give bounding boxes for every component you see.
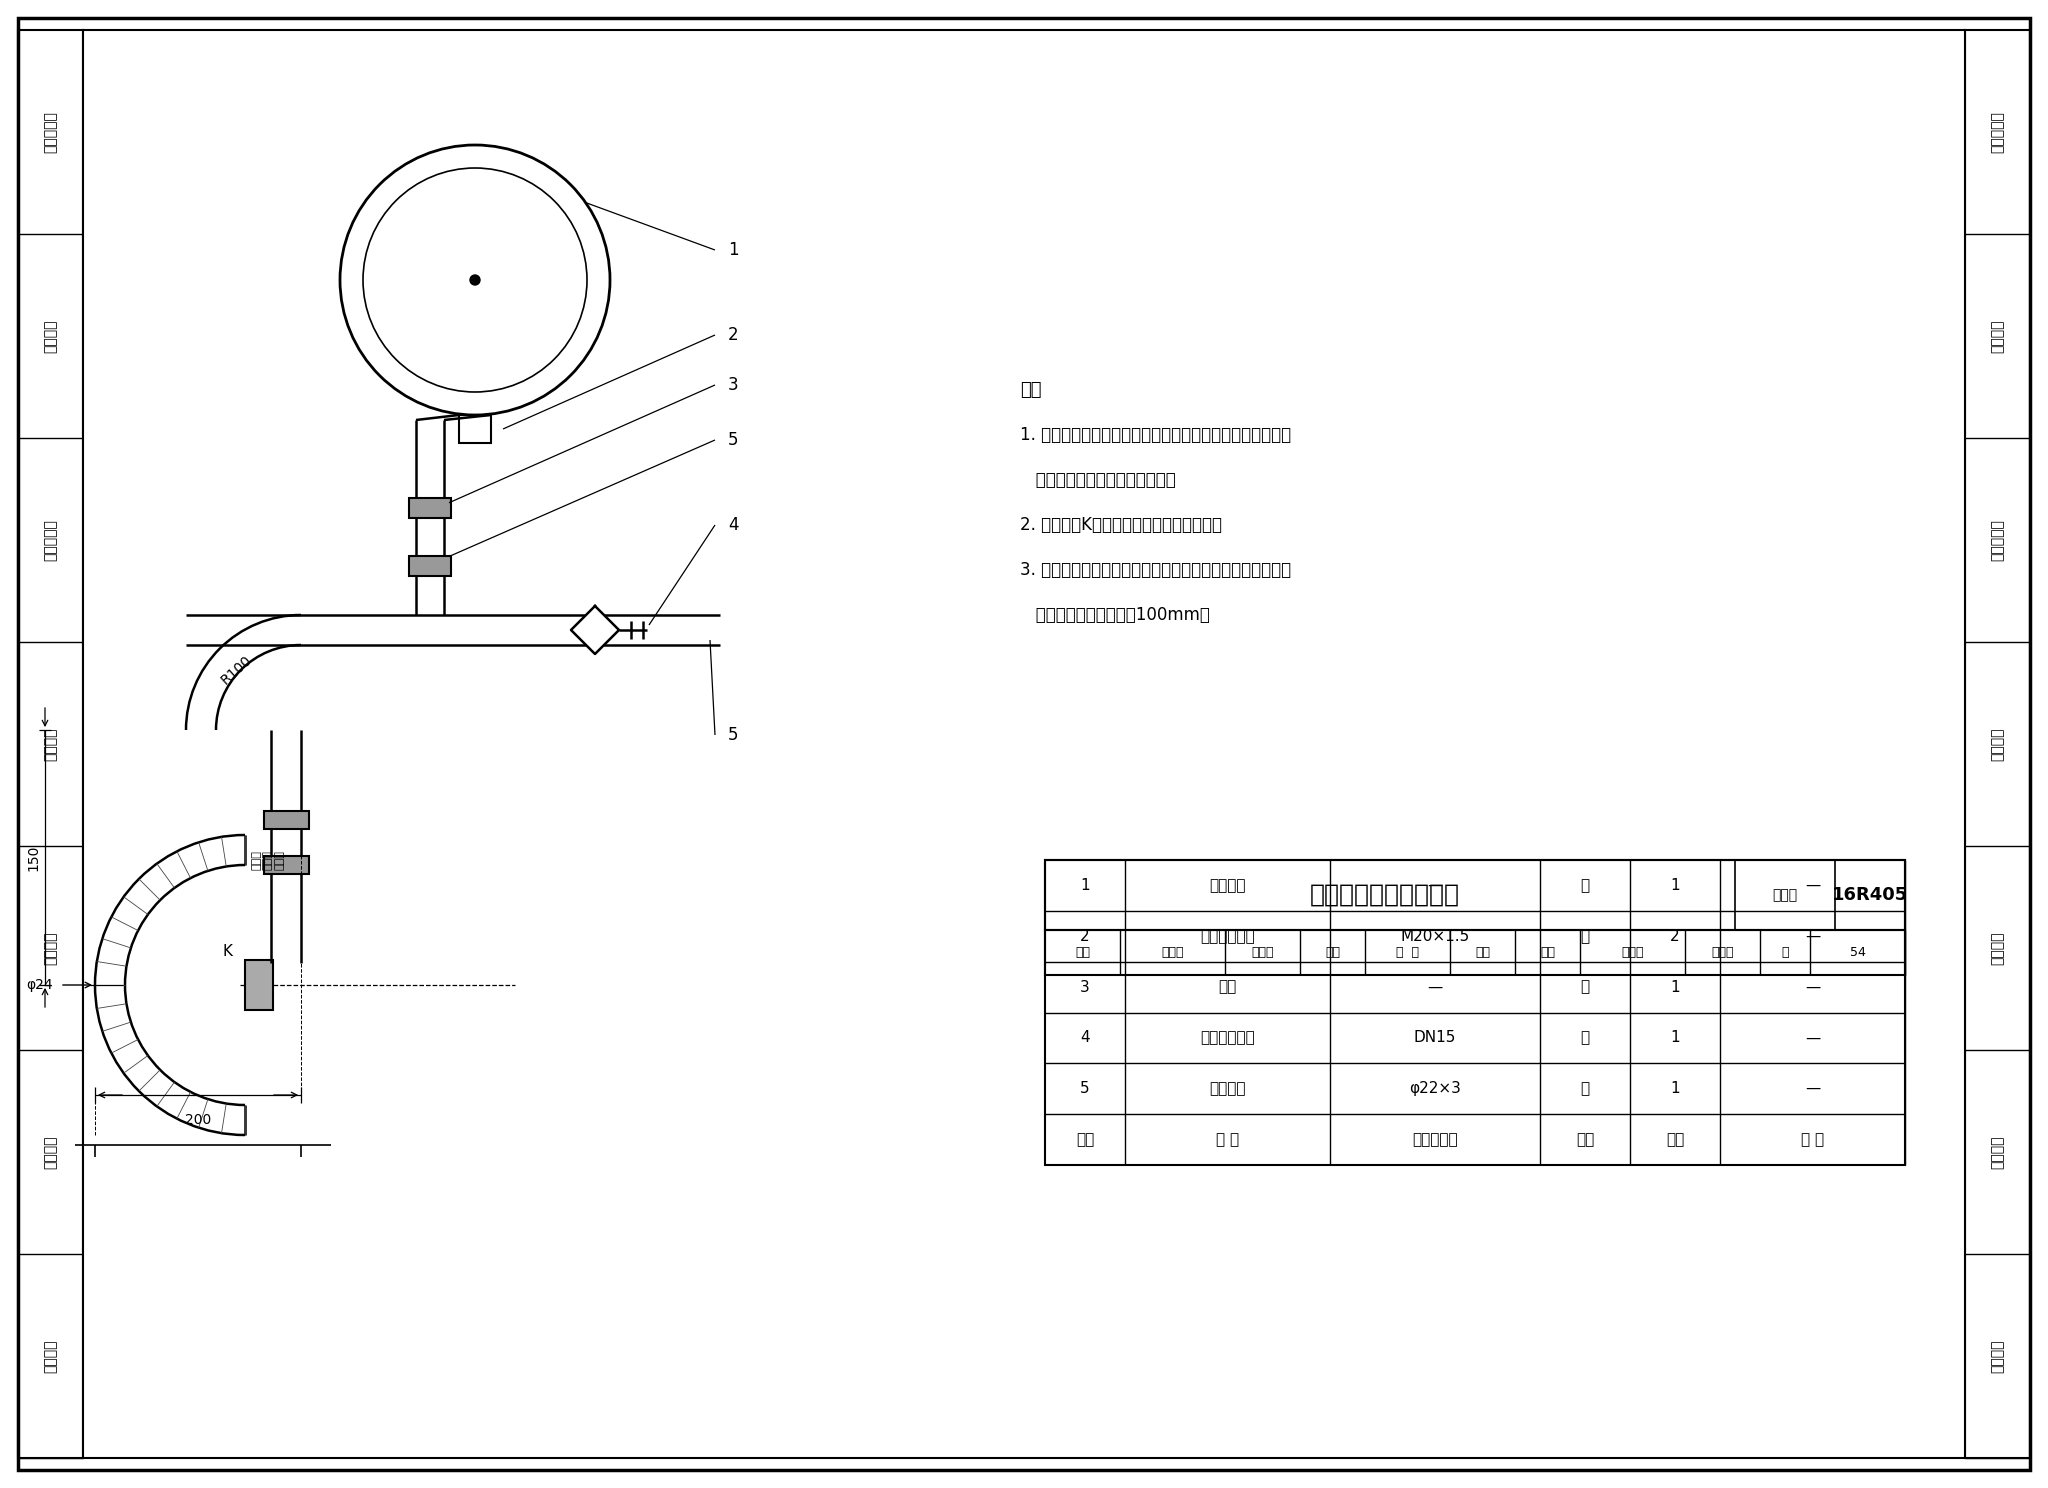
Text: 页: 页 xyxy=(1782,946,1788,958)
Circle shape xyxy=(362,168,588,391)
Text: 序号: 序号 xyxy=(1075,1132,1094,1147)
Text: 垫片: 垫片 xyxy=(1219,979,1237,994)
Text: 备 注: 备 注 xyxy=(1800,1132,1825,1147)
Polygon shape xyxy=(571,606,618,655)
Bar xyxy=(18,847,84,1051)
Text: 3: 3 xyxy=(727,376,739,394)
Text: 肖  犁: 肖 犁 xyxy=(1397,946,1419,958)
Bar xyxy=(410,498,451,518)
Bar xyxy=(1964,847,2030,1051)
Text: 印杵: 印杵 xyxy=(1475,946,1491,958)
Text: —: — xyxy=(1804,878,1821,893)
Text: 2: 2 xyxy=(1671,929,1679,943)
Text: 1: 1 xyxy=(1079,878,1090,893)
Text: 式，设计中根据实际情况选择。: 式，设计中根据实际情况选择。 xyxy=(1020,472,1176,490)
Bar xyxy=(1044,860,1905,1165)
Text: 压力仪表安装图（三）: 压力仪表安装图（三） xyxy=(1311,882,1460,908)
Text: 压力仪表: 压力仪表 xyxy=(1991,931,2005,964)
Bar xyxy=(459,415,492,443)
Text: 数量: 数量 xyxy=(1665,1132,1683,1147)
Text: 5: 5 xyxy=(727,726,739,744)
Text: 侯汉陈: 侯汉陈 xyxy=(1712,946,1735,958)
Text: 2. 焊角高度K不小于两相焊件的最小壁厚。: 2. 焊角高度K不小于两相焊件的最小壁厚。 xyxy=(1020,516,1223,534)
Text: 侯国庆: 侯国庆 xyxy=(1622,946,1645,958)
Text: 互攀登: 互攀登 xyxy=(1251,946,1274,958)
Text: 1: 1 xyxy=(1671,1030,1679,1046)
Text: 湿度仪表: 湿度仪表 xyxy=(43,1135,57,1168)
Text: 1: 1 xyxy=(1671,878,1679,893)
Text: DN15: DN15 xyxy=(1413,1030,1456,1046)
Text: 1. 图中表示根部为焊接安装方式，亦可采用法兰接管安装方: 1. 图中表示根部为焊接安装方式，亦可采用法兰接管安装方 xyxy=(1020,426,1290,443)
Text: 校对: 校对 xyxy=(1325,946,1339,958)
Text: 200: 200 xyxy=(184,1113,211,1126)
Text: 个: 个 xyxy=(1581,929,1589,943)
Text: 5: 5 xyxy=(727,432,739,449)
Text: 1: 1 xyxy=(727,241,739,259)
Text: K: K xyxy=(221,945,231,960)
Text: 个: 个 xyxy=(1581,979,1589,994)
Text: 曾攀登: 曾攀登 xyxy=(1161,946,1184,958)
Text: 54: 54 xyxy=(1849,946,1866,958)
Text: 1: 1 xyxy=(1671,1082,1679,1097)
Bar xyxy=(1964,30,2030,1458)
Circle shape xyxy=(469,275,479,286)
Text: 压力仪
表安装
连接管: 压力仪 表安装 连接管 xyxy=(252,850,285,870)
Text: —: — xyxy=(1804,1030,1821,1046)
Text: 图集号: 图集号 xyxy=(1772,888,1798,902)
Text: 设计总说明: 设计总说明 xyxy=(43,112,57,153)
Text: 150: 150 xyxy=(27,844,41,870)
Text: 设计: 设计 xyxy=(1540,946,1554,958)
Text: 名 称: 名 称 xyxy=(1217,1132,1239,1147)
Text: —: — xyxy=(1427,979,1442,994)
Text: 3. 截止阀至压力仪表连接头之间的连接管尺寸可根据现场情: 3. 截止阀至压力仪表连接头之间的连接管尺寸可根据现场情 xyxy=(1020,561,1290,579)
Bar xyxy=(264,811,309,829)
Circle shape xyxy=(340,144,610,415)
Text: φ22×3: φ22×3 xyxy=(1409,1082,1460,1097)
Text: 1: 1 xyxy=(1671,979,1679,994)
Text: 2: 2 xyxy=(727,326,739,344)
Text: 压力仪表: 压力仪表 xyxy=(1208,878,1245,893)
Text: M20×1.5: M20×1.5 xyxy=(1401,929,1470,943)
Text: 温度仪表: 温度仪表 xyxy=(1991,728,2005,760)
Text: 个: 个 xyxy=(1581,1030,1589,1046)
Text: 内螺纹截止阀: 内螺纹截止阀 xyxy=(1200,1030,1255,1046)
Text: 液位仪表: 液位仪表 xyxy=(43,1339,57,1373)
Text: 热冷量仪表: 热冷量仪表 xyxy=(43,519,57,561)
Bar xyxy=(1044,930,1905,975)
Text: —: — xyxy=(1427,878,1442,893)
Text: 况确定，其最小长度为100mm。: 况确定，其最小长度为100mm。 xyxy=(1020,606,1210,623)
Text: 个: 个 xyxy=(1581,1082,1589,1097)
Text: 液位仪表: 液位仪表 xyxy=(1991,1339,2005,1373)
Text: 16R405: 16R405 xyxy=(1831,885,1909,905)
Text: 套: 套 xyxy=(1581,878,1589,893)
Text: 4: 4 xyxy=(1079,1030,1090,1046)
Text: —: — xyxy=(1804,929,1821,943)
Text: 审核: 审核 xyxy=(1075,946,1090,958)
Text: φ24: φ24 xyxy=(27,978,53,992)
Bar xyxy=(18,30,84,1458)
Text: 压力仪表: 压力仪表 xyxy=(43,931,57,964)
Text: 温度仪表: 温度仪表 xyxy=(43,728,57,760)
Bar xyxy=(264,856,309,873)
Text: 热冷量仪表: 热冷量仪表 xyxy=(1991,519,2005,561)
Text: 型号及规格: 型号及规格 xyxy=(1413,1132,1458,1147)
Text: 4: 4 xyxy=(727,516,739,534)
Text: 3: 3 xyxy=(1079,979,1090,994)
Text: 压力仪表接头: 压力仪表接头 xyxy=(1200,929,1255,943)
Text: —: — xyxy=(1804,979,1821,994)
Text: 无缝钢管: 无缝钢管 xyxy=(1208,1082,1245,1097)
Text: —: — xyxy=(1804,1082,1821,1097)
Text: 流量仪表: 流量仪表 xyxy=(43,320,57,353)
Text: 注：: 注： xyxy=(1020,381,1042,399)
Text: 单位: 单位 xyxy=(1575,1132,1593,1147)
Text: 流量仪表: 流量仪表 xyxy=(1991,320,2005,353)
Bar xyxy=(1044,860,1905,930)
Bar xyxy=(246,960,272,1010)
Text: R100: R100 xyxy=(217,653,254,687)
Text: 5: 5 xyxy=(1079,1082,1090,1097)
Text: 2: 2 xyxy=(1079,929,1090,943)
Text: 设计总说明: 设计总说明 xyxy=(1991,112,2005,153)
Text: 湿度仪表: 湿度仪表 xyxy=(1991,1135,2005,1168)
Bar xyxy=(410,557,451,576)
